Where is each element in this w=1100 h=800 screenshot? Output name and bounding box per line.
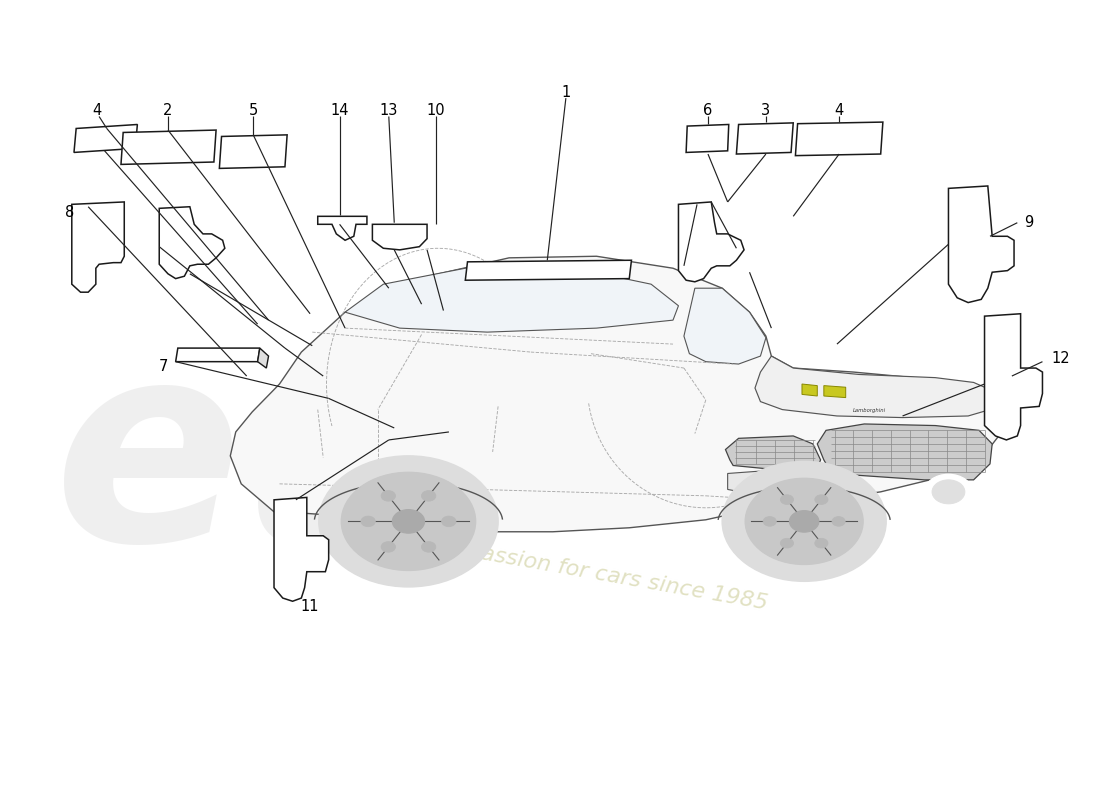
Polygon shape: [684, 288, 766, 364]
Polygon shape: [160, 206, 224, 278]
Circle shape: [341, 472, 475, 570]
Circle shape: [393, 510, 425, 533]
Text: 10: 10: [427, 103, 446, 118]
Text: 13: 13: [379, 103, 398, 118]
Circle shape: [723, 462, 887, 582]
Polygon shape: [345, 266, 679, 332]
Circle shape: [421, 490, 436, 501]
Text: Lamborghini: Lamborghini: [854, 408, 887, 413]
Circle shape: [689, 235, 706, 248]
Text: 6: 6: [703, 103, 713, 118]
Circle shape: [790, 510, 818, 532]
Polygon shape: [679, 202, 744, 282]
Circle shape: [993, 334, 1009, 346]
Circle shape: [924, 474, 972, 510]
Polygon shape: [230, 256, 1001, 532]
Polygon shape: [176, 348, 260, 362]
Polygon shape: [736, 123, 793, 154]
Polygon shape: [984, 314, 1043, 440]
Polygon shape: [824, 386, 846, 398]
Text: 2: 2: [163, 103, 173, 118]
Text: 4: 4: [835, 103, 844, 118]
Circle shape: [175, 238, 192, 250]
Polygon shape: [72, 202, 124, 292]
Text: 14: 14: [330, 103, 349, 118]
Circle shape: [283, 522, 298, 534]
Circle shape: [763, 517, 777, 526]
Circle shape: [177, 221, 190, 230]
Polygon shape: [274, 498, 329, 602]
Circle shape: [815, 538, 828, 548]
Circle shape: [932, 480, 965, 504]
Text: 5: 5: [249, 103, 257, 118]
Polygon shape: [726, 436, 821, 474]
Polygon shape: [219, 135, 287, 169]
Polygon shape: [686, 125, 728, 153]
Text: 4: 4: [92, 103, 101, 118]
Circle shape: [381, 490, 396, 501]
Text: eu: eu: [54, 329, 440, 599]
Circle shape: [381, 542, 396, 552]
Circle shape: [832, 517, 845, 526]
Text: 1: 1: [561, 85, 571, 100]
Polygon shape: [257, 348, 268, 368]
Circle shape: [780, 495, 793, 504]
Polygon shape: [795, 122, 883, 156]
Circle shape: [780, 538, 793, 548]
Polygon shape: [373, 224, 427, 250]
Text: 9: 9: [1024, 215, 1033, 230]
Polygon shape: [121, 130, 216, 165]
Text: 11: 11: [300, 598, 319, 614]
Circle shape: [319, 456, 498, 587]
Circle shape: [441, 516, 456, 526]
Polygon shape: [802, 384, 817, 396]
Polygon shape: [948, 186, 1014, 302]
Polygon shape: [755, 356, 996, 418]
Circle shape: [421, 542, 436, 552]
Polygon shape: [465, 260, 631, 280]
Polygon shape: [728, 470, 815, 498]
Circle shape: [993, 394, 1009, 406]
Polygon shape: [318, 216, 367, 240]
Circle shape: [745, 478, 864, 565]
Polygon shape: [74, 125, 138, 153]
Circle shape: [691, 219, 704, 229]
Circle shape: [361, 516, 375, 526]
Circle shape: [815, 495, 828, 504]
Text: 7: 7: [158, 359, 168, 374]
Text: 12: 12: [1052, 351, 1070, 366]
Text: 8: 8: [65, 205, 74, 220]
Text: a passion for cars since 1985: a passion for cars since 1985: [446, 538, 770, 614]
Polygon shape: [817, 424, 992, 480]
Text: 3: 3: [761, 103, 770, 118]
